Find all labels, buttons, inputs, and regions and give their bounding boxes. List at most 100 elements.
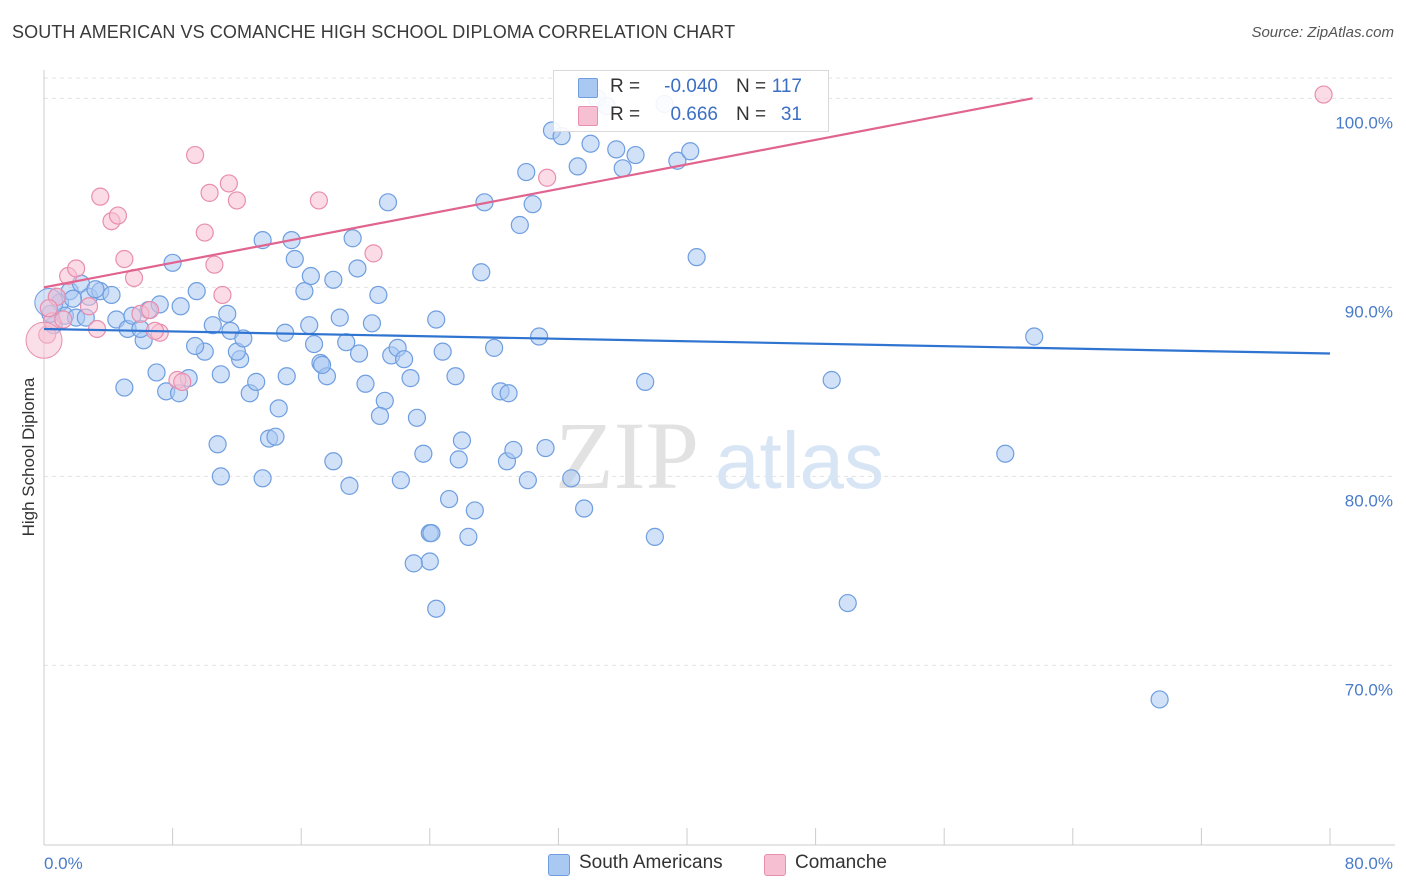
south-americans-point xyxy=(626,145,645,165)
south-americans-point xyxy=(485,338,504,357)
south-americans-point xyxy=(517,162,536,182)
legend-n-value: 117 xyxy=(771,76,802,97)
south-americans-point xyxy=(645,527,664,546)
legend-row-comanche: R = 0.666 N = 31 xyxy=(554,102,828,130)
legend-swatch-pink xyxy=(578,106,598,126)
south-americans-point xyxy=(348,259,367,278)
south-americans-point xyxy=(422,524,441,543)
south-americans-point xyxy=(211,365,230,384)
south-americans-point xyxy=(391,471,410,490)
south-americans-point xyxy=(340,476,359,495)
south-americans-trend-line xyxy=(43,327,1331,355)
south-americans-point xyxy=(504,440,523,460)
south-americans-point xyxy=(581,134,600,153)
south-americans-point xyxy=(510,215,529,235)
bottom-legend-swatch-pink xyxy=(764,854,786,876)
correlation-legend: R = -0.040 N = 117 R = 0.666 N = 31 xyxy=(553,70,829,132)
south-americans-point xyxy=(378,193,398,212)
south-americans-point xyxy=(187,282,206,301)
comanche-point xyxy=(213,285,232,305)
comanche-point xyxy=(205,255,224,274)
trend-lines xyxy=(43,97,1331,355)
comanche-point-large xyxy=(25,321,63,359)
south-americans-point xyxy=(370,406,390,426)
comanche-point xyxy=(186,145,205,165)
south-americans-point xyxy=(266,427,285,446)
south-americans-point xyxy=(401,369,420,388)
south-americans-point xyxy=(375,391,394,410)
legend-r-value: -0.040 xyxy=(664,76,718,97)
bottom-legend-label: South Americans xyxy=(579,852,723,873)
south-americans-point xyxy=(218,304,237,323)
south-americans-point xyxy=(301,266,320,286)
comanche-point xyxy=(108,206,128,225)
south-americans-point xyxy=(277,367,296,386)
x-tick-label-max: 80.0% xyxy=(1345,854,1393,873)
south-americans-point xyxy=(822,370,841,390)
south-americans-point xyxy=(996,444,1015,463)
south-americans-point xyxy=(147,363,166,382)
south-americans-point xyxy=(427,599,446,618)
comanche-point xyxy=(54,310,73,329)
south-americans-point xyxy=(681,142,700,161)
south-americans-point xyxy=(433,342,452,361)
legend-r-label: R = xyxy=(610,76,641,97)
south-americans-point xyxy=(499,384,518,403)
comanche-point xyxy=(67,259,86,278)
y-tick-label: 70.0% xyxy=(1345,680,1393,699)
south-americans-point xyxy=(211,467,230,486)
comanche-trend-line xyxy=(43,97,1033,289)
x-ticks xyxy=(43,828,1331,845)
south-americans-point xyxy=(362,314,382,333)
comanche-point xyxy=(39,299,58,318)
legend-row-south-americans: R = -0.040 N = 117 xyxy=(554,74,828,102)
south-americans-point xyxy=(324,452,343,471)
comanche-point xyxy=(364,244,383,263)
south-americans-point xyxy=(530,327,549,346)
south-americans-point xyxy=(407,408,427,427)
chart-source: Source: ZipAtlas.com xyxy=(1251,24,1394,41)
bottom-legend-swatch-blue xyxy=(548,854,570,876)
south-americans-point xyxy=(465,501,484,520)
south-americans-point xyxy=(1150,690,1169,709)
y-tick-label: 80.0% xyxy=(1345,491,1393,510)
south-americans-point xyxy=(171,297,190,316)
comanche-point xyxy=(200,183,219,202)
comanche-points xyxy=(25,85,1333,391)
legend-r-label: R = xyxy=(610,104,641,125)
x-tick-label-min: 0.0% xyxy=(44,854,83,873)
south-americans-point xyxy=(523,195,542,214)
south-americans-point xyxy=(343,229,362,248)
y-tick-label: 90.0% xyxy=(1345,302,1393,321)
comanche-point xyxy=(1314,85,1333,104)
south-americans-point xyxy=(613,159,632,178)
comanche-point xyxy=(115,249,134,269)
south-americans-point xyxy=(115,378,134,397)
axes xyxy=(43,70,1395,846)
south-americans-point xyxy=(607,140,626,159)
comanche-point xyxy=(309,191,328,210)
south-americans-point xyxy=(349,344,369,363)
south-americans-point xyxy=(636,372,655,391)
legend-n-value: 31 xyxy=(780,104,802,125)
south-americans-point xyxy=(420,552,439,571)
south-americans-point xyxy=(63,289,83,308)
legend-swatch-blue xyxy=(578,78,598,98)
comanche-point xyxy=(538,168,557,187)
legend-n-label: N = xyxy=(736,76,767,97)
watermark-zip: ZIP xyxy=(555,402,699,509)
south-americans-point xyxy=(312,355,332,374)
y-tick-label: 100.0% xyxy=(1335,113,1393,132)
south-americans-point xyxy=(427,310,446,329)
comanche-point xyxy=(173,372,192,391)
comanche-point xyxy=(79,297,99,316)
y-tick-labels: 70.0% 80.0% 90.0% 100.0% xyxy=(1335,113,1393,699)
comanche-point xyxy=(219,174,238,193)
south-americans-point xyxy=(234,329,253,348)
south-americans-point xyxy=(295,282,314,301)
south-americans-point xyxy=(394,350,414,369)
south-americans-point xyxy=(247,372,266,391)
south-americans-point xyxy=(324,270,343,289)
south-americans-point xyxy=(208,435,227,454)
